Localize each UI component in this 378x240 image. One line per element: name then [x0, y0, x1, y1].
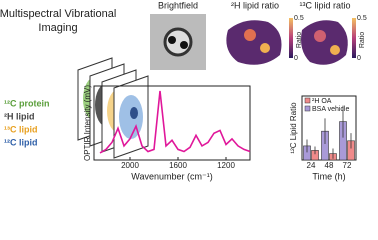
layer-label: ¹²C lipid: [4, 137, 38, 147]
layer-stack: [77, 57, 149, 159]
x-tick-label: 48: [325, 161, 334, 170]
x-axis-label: Time (h): [312, 171, 345, 181]
colorbar-title: Ratio: [359, 32, 366, 48]
image-label: ¹³C lipid ratio: [299, 0, 350, 10]
x-tick-label: 2000: [121, 161, 139, 170]
legend-swatch: [304, 105, 311, 112]
x-tick-label: 72: [343, 161, 352, 170]
x-axis-label: Wavenumber (cm⁻¹): [131, 171, 212, 181]
plot-frame: [93, 85, 251, 161]
colorbar-bottom: 0: [357, 55, 361, 62]
figure: Multispectral Vibrational Imaging ¹²C pr…: [0, 0, 367, 181]
x-tick-label: 24: [307, 161, 316, 170]
title-1: Multispectral Vibrational: [0, 8, 116, 20]
x-tick-label: 1200: [217, 161, 235, 170]
legend-label: ²H OA: [312, 98, 332, 105]
image-label: ²H lipid ratio: [231, 0, 279, 10]
layer-label: ¹²C protein: [4, 98, 50, 108]
plot-frame: [301, 95, 357, 161]
colorbar-bottom: 0: [294, 55, 298, 62]
legend-label: BSA vehicle: [312, 106, 349, 113]
colorbar-top: 0.5: [357, 15, 367, 22]
colorbar-top: 0.5: [294, 15, 304, 22]
layer-label: ¹³C lipid: [4, 124, 38, 134]
image-label: Brightfield: [158, 0, 198, 10]
layer-label: ²H lipid: [4, 111, 35, 121]
legend-swatch: [304, 97, 311, 104]
y-axis-label: OPTIR Intensity (mV): [83, 85, 92, 161]
colorbar-title: Ratio: [296, 32, 303, 48]
spectrum-line: [99, 90, 251, 154]
y-axis-label: ¹²C Lipid Ratio: [289, 102, 298, 154]
title-2: Imaging: [38, 22, 77, 34]
x-tick-label: 1600: [169, 161, 187, 170]
